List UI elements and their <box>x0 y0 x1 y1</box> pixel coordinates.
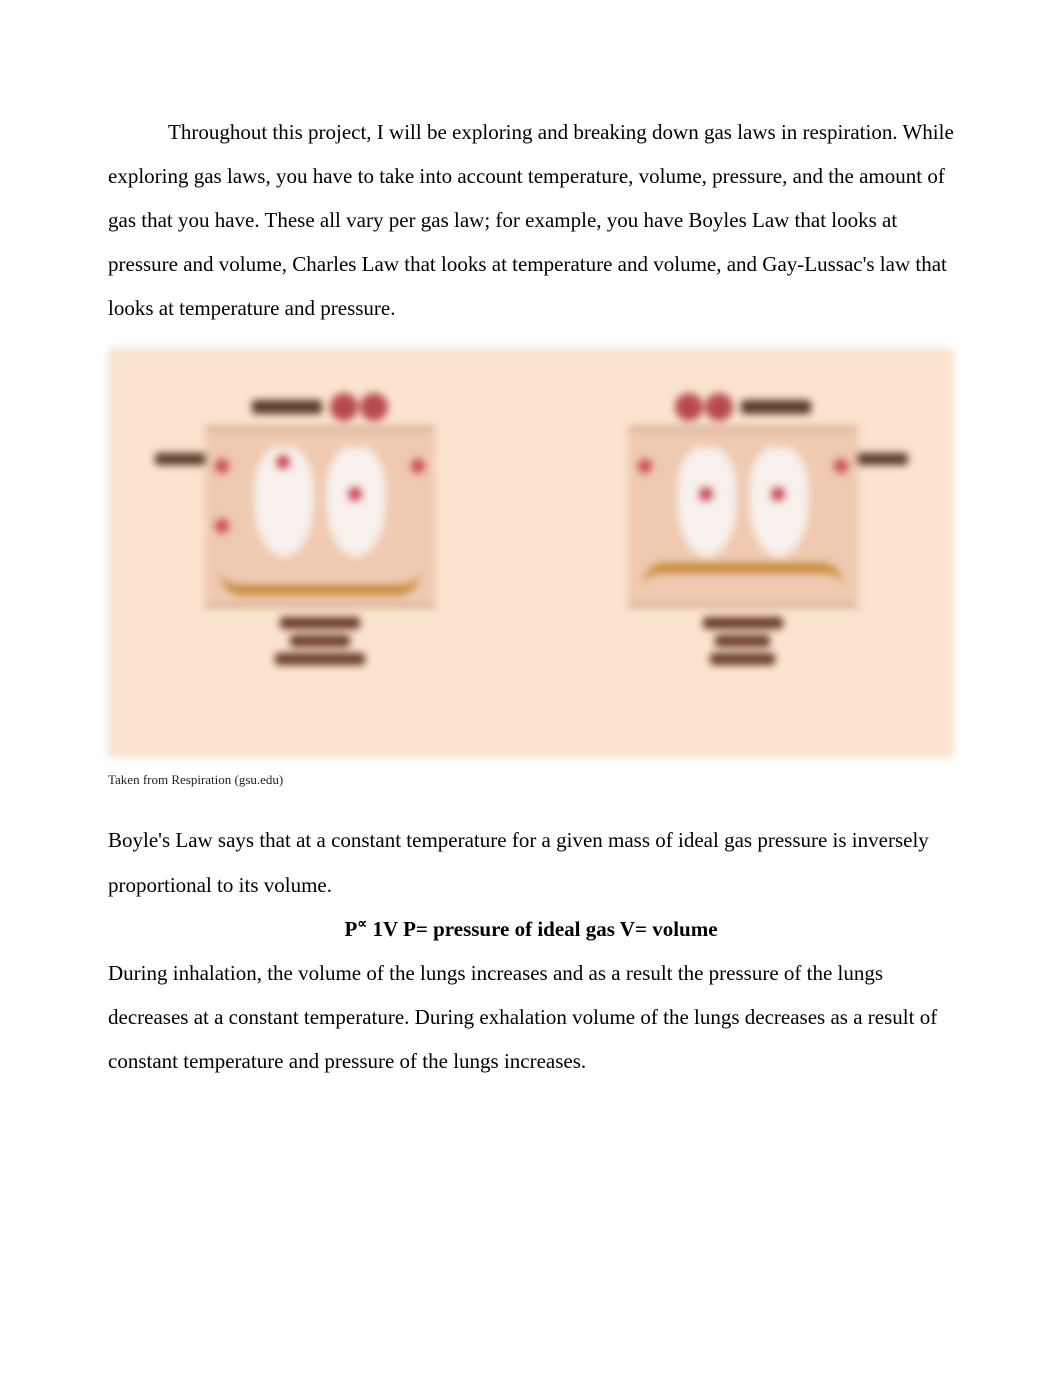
respiration-diagram <box>108 348 954 758</box>
diagram-panel-inspiration <box>165 393 475 713</box>
panel-top-label <box>252 400 322 414</box>
inhalation-paragraph: During inhalation, the volume of the lun… <box>108 951 954 1083</box>
formula-body: 1V P= pressure of ideal gas V= volume <box>373 917 718 941</box>
panel-bottom-labels <box>275 617 365 665</box>
boyle-formula: P∝ 1V P= pressure of ideal gas V= volume <box>108 907 954 951</box>
panel-bottom-labels <box>703 617 783 665</box>
formula-P: P <box>344 917 357 941</box>
diaphragm-contracted <box>220 573 420 595</box>
nasal-icon <box>330 393 358 421</box>
arrow-marker-icon <box>411 459 425 473</box>
arrow-marker-icon <box>276 455 290 469</box>
left-lung <box>677 447 737 557</box>
arrow-marker-icon <box>771 487 785 501</box>
nasal-icon <box>705 393 733 421</box>
figure-caption: Taken from Respiration (gsu.edu) <box>108 772 954 788</box>
boyle-definition-paragraph: Boyle's Law says that at a constant temp… <box>108 818 954 906</box>
left-lung <box>254 447 314 557</box>
arrow-marker-icon <box>699 487 713 501</box>
nasal-icon <box>675 393 703 421</box>
panel-top-label <box>741 400 811 414</box>
diaphragm-relaxed <box>643 563 843 585</box>
torso-expiration <box>628 427 858 607</box>
right-lung <box>326 447 386 557</box>
arrow-marker-icon <box>215 519 229 533</box>
arrow-marker-icon <box>834 459 848 473</box>
arrow-marker-icon <box>638 459 652 473</box>
arrow-marker-icon <box>215 459 229 473</box>
torso-inspiration <box>205 427 435 607</box>
arrow-marker-icon <box>348 487 362 501</box>
right-lung <box>749 447 809 557</box>
proportional-symbol: ∝ <box>357 917 367 932</box>
diagram-panel-expiration <box>588 393 898 713</box>
nasal-icon <box>360 393 388 421</box>
intro-paragraph: Throughout this project, I will be explo… <box>108 110 954 330</box>
